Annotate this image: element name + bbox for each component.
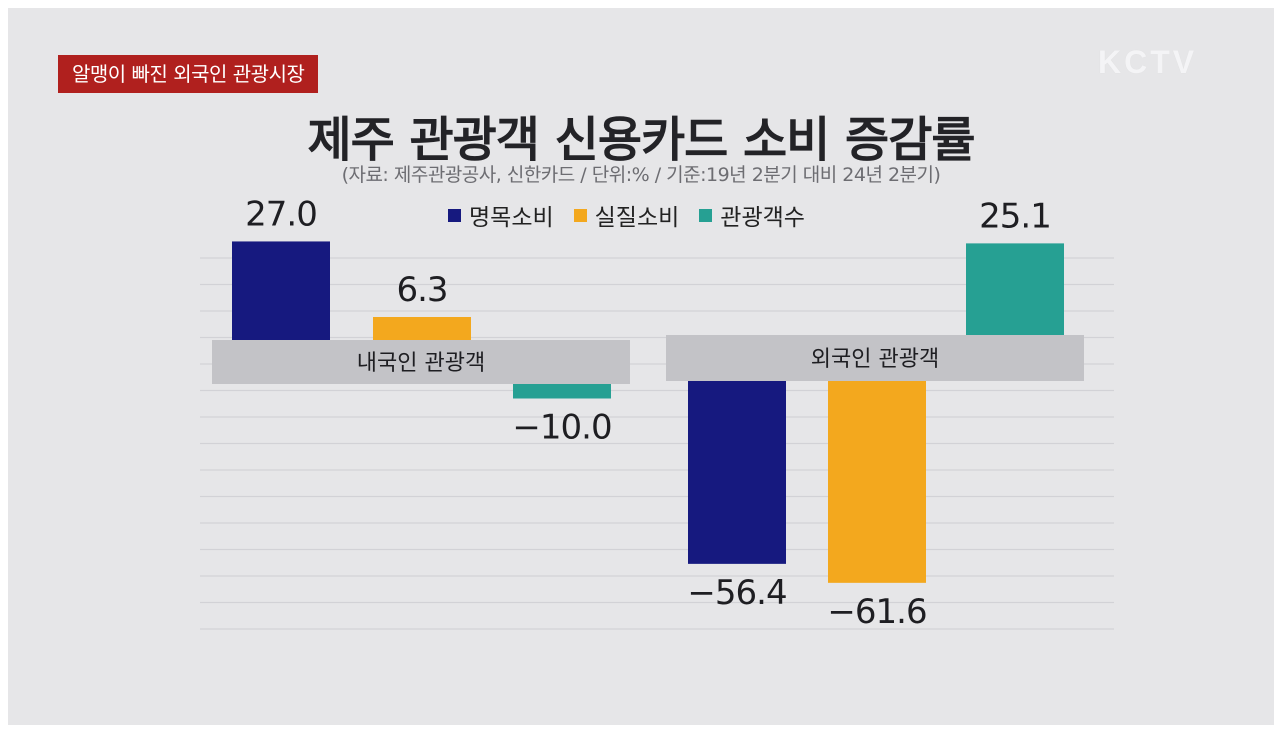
category-label: 외국인 관광객 — [811, 347, 939, 372]
legend-item-nominal: 명목소비 — [448, 198, 554, 232]
bar-1-1 — [828, 381, 926, 583]
legend-label-real: 실질소비 — [594, 205, 680, 231]
data-label: −61.6 — [827, 592, 926, 632]
data-label: 6.3 — [396, 270, 447, 310]
news-caption-tag: 알맹이 빠진 외국인 관광시장 — [58, 55, 319, 93]
chart-legend: 명목소비 실질소비 관광객수 — [448, 198, 805, 232]
data-label: −56.4 — [687, 573, 786, 613]
data-label: 27.0 — [245, 194, 317, 234]
legend-label-nominal: 명목소비 — [469, 205, 554, 231]
bar-2-1 — [966, 243, 1064, 335]
legend-swatch-visitors — [699, 208, 713, 222]
chart-title: 제주 관광객 신용카드 소비 증감률 — [307, 112, 975, 168]
chart-subtitle: (자료: 제주관광공사, 신한카드 / 단위:% / 기준:19년 2분기 대비… — [341, 164, 941, 186]
bar-0-1 — [688, 381, 786, 564]
legend-swatch-nominal — [448, 208, 461, 222]
legend-label-visitors: 관광객수 — [720, 205, 805, 231]
bar-0-0 — [232, 241, 330, 340]
data-label: 25.1 — [979, 196, 1051, 236]
bar-2-0 — [513, 384, 611, 399]
broadcaster-logo: KCTV — [1098, 44, 1198, 80]
legend-item-visitors: 관광객수 — [699, 198, 805, 232]
bar-1-0 — [373, 317, 471, 340]
data-label: −10.0 — [512, 408, 611, 448]
category-label: 내국인 관광객 — [357, 351, 485, 376]
legend-swatch-real — [573, 208, 587, 222]
category-band — [666, 335, 1084, 381]
category-band — [212, 340, 630, 384]
legend-item-real: 실질소비 — [573, 198, 680, 232]
